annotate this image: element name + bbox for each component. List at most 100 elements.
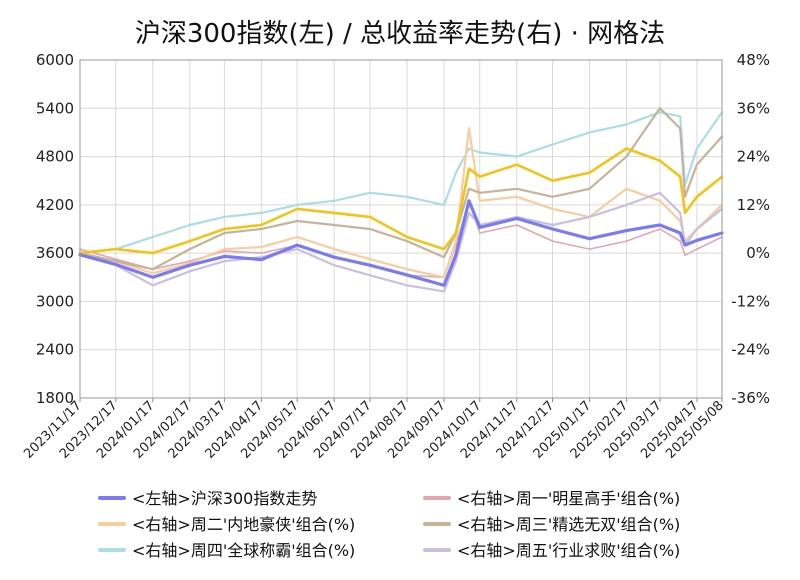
series-point [114, 258, 117, 261]
series-point [296, 220, 299, 222]
y-right-tick-label: -24% [731, 341, 770, 359]
series-point [625, 204, 628, 206]
series-point [260, 256, 263, 259]
series-point [296, 236, 299, 238]
series-point [551, 195, 554, 198]
series-point [223, 232, 226, 234]
series-point [659, 224, 661, 226]
series-point [151, 272, 154, 275]
series-point [684, 195, 686, 198]
series-point [188, 224, 191, 226]
series-point [260, 228, 263, 230]
series-point [696, 239, 698, 242]
series-line [78, 147, 724, 255]
series-point [478, 151, 481, 154]
legend-label: <右轴>周一'明星高手'组合(%) [457, 489, 680, 508]
series-point [296, 248, 299, 251]
y-right-tick-label: -36% [731, 389, 770, 407]
y-left-tick-label: 4800 [36, 148, 74, 166]
series-point [659, 191, 661, 194]
series-point [443, 276, 445, 279]
series-point [679, 240, 682, 243]
series-point [260, 258, 263, 261]
series-point [679, 175, 682, 178]
series-point [406, 240, 408, 243]
series-point [260, 224, 263, 226]
plot-frame [79, 59, 723, 399]
series-point [696, 248, 698, 251]
series-point [588, 216, 591, 218]
series-point [406, 268, 408, 271]
series-point [151, 268, 154, 271]
series-point [551, 208, 554, 210]
series-point [406, 284, 408, 287]
series-point [333, 199, 336, 202]
series-point [696, 163, 698, 166]
series-point [333, 256, 336, 259]
series-line [78, 127, 724, 279]
series-point [679, 212, 682, 214]
y-right-tick-label: -12% [731, 292, 770, 310]
series-point [188, 270, 191, 273]
y-left-tick-label: 3600 [36, 244, 74, 262]
series-point [468, 127, 470, 130]
series-point [369, 274, 371, 277]
series-point [369, 191, 371, 194]
y-left-tick-label: 1800 [36, 389, 74, 407]
series-point [223, 250, 226, 253]
series-point [588, 187, 591, 190]
series-point [625, 187, 628, 190]
y-right-tick-label: 0% [746, 244, 770, 262]
series-point [468, 212, 470, 214]
series-point [223, 248, 226, 251]
series-point [151, 276, 154, 279]
series-point [223, 216, 226, 218]
legend: <左轴>沪深300指数走势 <右轴>周一'明星高手'组合(%) <右轴>周二'内地豪… [98, 489, 680, 560]
legend-label: <右轴>周三'精选无双'组合(%) [457, 515, 680, 534]
series-point [260, 252, 263, 255]
series-point [551, 143, 554, 146]
series-point [696, 147, 698, 150]
y-right-tick-label: 12% [737, 196, 770, 214]
series-point [468, 167, 470, 170]
series-point [515, 163, 518, 166]
series-point [151, 252, 154, 255]
series-point [515, 195, 518, 198]
y-left-tick-label: 2400 [36, 341, 74, 359]
series-point [406, 274, 408, 276]
series-point [455, 240, 457, 243]
series-point [659, 107, 661, 110]
series-point [369, 228, 371, 230]
y-right-tick-label: 24% [737, 148, 770, 166]
series-point [333, 264, 336, 267]
chart-title: 沪深300指数(左) / 总收益率走势(右) · 网格法 [135, 19, 665, 49]
series-point [188, 240, 191, 243]
series-point [369, 216, 371, 218]
series-point [223, 228, 226, 230]
y-left-tick-label: 6000 [36, 51, 74, 69]
series-point [515, 187, 518, 190]
series-point [443, 284, 445, 287]
series-point [114, 248, 117, 251]
series-point [455, 260, 457, 263]
series-point [551, 179, 554, 182]
y-left-tick-label: 4200 [36, 196, 74, 214]
series-point [551, 228, 554, 230]
series-point [260, 212, 263, 214]
series-point [296, 208, 299, 210]
series-point [625, 123, 628, 126]
series-point [468, 147, 470, 150]
series-point [455, 232, 457, 234]
series-point [333, 248, 336, 251]
series-point [696, 195, 698, 198]
series-line [78, 191, 724, 293]
series-point [588, 248, 591, 251]
series-point [468, 199, 470, 202]
series-point [151, 284, 154, 287]
series-point [443, 290, 445, 293]
series-point [551, 240, 554, 243]
series-point [114, 260, 117, 263]
series-point [443, 204, 445, 206]
series-point [443, 248, 445, 251]
